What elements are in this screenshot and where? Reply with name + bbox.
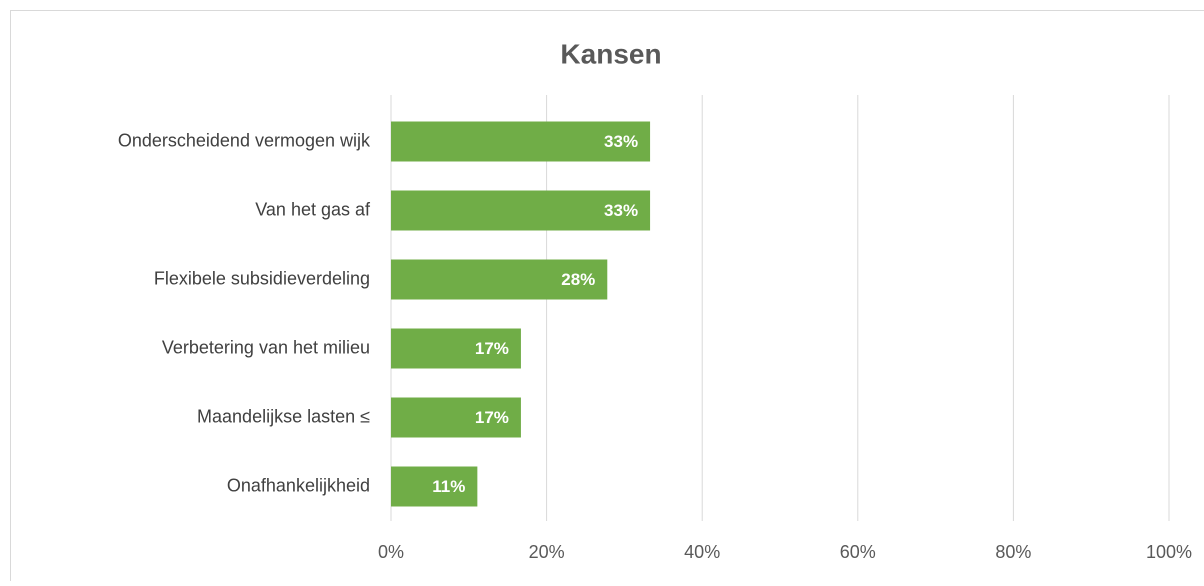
data-label: 28% (561, 270, 595, 289)
data-label: 17% (475, 408, 509, 427)
data-label: 33% (604, 132, 638, 151)
x-tick-label: 100% (1146, 542, 1192, 562)
y-tick-label: Verbetering van het milieu (162, 337, 370, 357)
x-tick-label: 40% (684, 542, 720, 562)
y-tick-label: Maandelijkse lasten ≤ (197, 406, 370, 426)
y-tick-label: Onderscheidend vermogen wijk (118, 130, 371, 150)
y-tick-label: Flexibele subsidieverdeling (154, 268, 370, 288)
x-tick-label: 0% (378, 542, 404, 562)
data-label: 33% (604, 201, 638, 220)
x-tick-label: 60% (840, 542, 876, 562)
y-tick-label: Onafhankelijkheid (227, 475, 370, 495)
data-label: 11% (432, 477, 465, 496)
chart-title: Kansen (560, 38, 661, 69)
x-tick-label: 20% (529, 542, 565, 562)
x-tick-label: 80% (995, 542, 1031, 562)
y-tick-label: Van het gas af (255, 199, 371, 219)
data-label: 17% (475, 339, 509, 358)
